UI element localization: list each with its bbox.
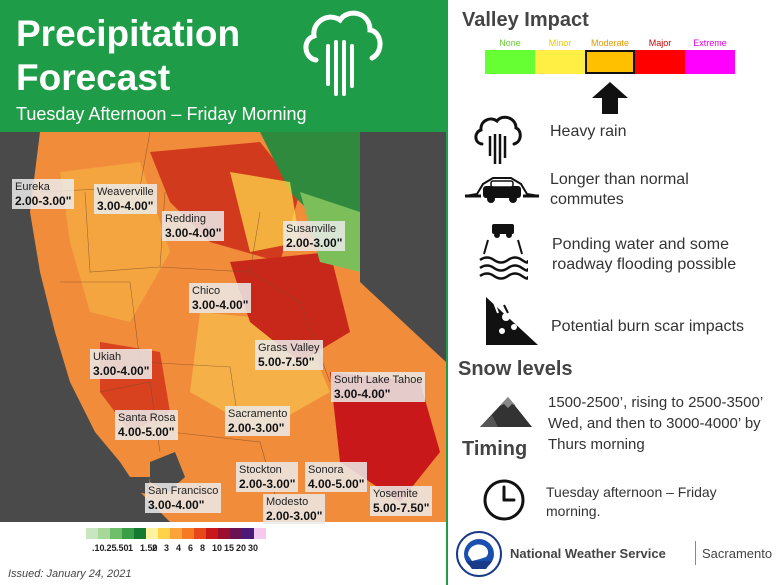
legend-swatch bbox=[86, 528, 98, 539]
legend-tick-label: 1.50 bbox=[140, 543, 158, 553]
legend-tick-label: 4 bbox=[176, 543, 182, 553]
scale-label-major: Major bbox=[648, 38, 672, 48]
impact-segment-major bbox=[635, 50, 685, 74]
city-label-ukiah: Ukiah 3.00-4.00" bbox=[90, 349, 153, 379]
impact-text-burn-scar: Potential burn scar impacts bbox=[551, 318, 744, 335]
legend-swatch bbox=[110, 528, 122, 539]
city-label-susanville: Susanville 2.00-3.00" bbox=[283, 221, 346, 251]
city-label-sacramento: Sacramento 2.00-3.00" bbox=[225, 406, 291, 436]
legend-tick-label: 3 bbox=[164, 543, 170, 553]
legend-tick-label: 10 bbox=[212, 543, 223, 553]
footer-separator bbox=[695, 541, 696, 565]
legend-tick-label: 30 bbox=[248, 543, 259, 553]
scale-label-none: None bbox=[499, 38, 521, 48]
up-arrow-icon bbox=[592, 82, 628, 114]
timing-title: Timing bbox=[462, 438, 528, 460]
issued-date: Issued: January 24, 2021 bbox=[8, 568, 132, 580]
panel-divider bbox=[446, 0, 448, 585]
impact-segment-extreme bbox=[685, 50, 735, 74]
legend-swatch bbox=[134, 528, 146, 539]
legend-swatch bbox=[206, 528, 218, 539]
mountain-snow-icon bbox=[480, 397, 532, 427]
legend-swatch bbox=[230, 528, 242, 539]
city-label-stockton: Stockton 2.00-3.00" bbox=[236, 462, 299, 492]
burn-scar-icon bbox=[486, 296, 538, 345]
city-label-sonora: Sonora 4.00-5.00" bbox=[305, 462, 368, 492]
legend-swatch bbox=[98, 528, 110, 539]
city-label-south-lake-tahoe: South Lake Tahoe 3.00-4.00" bbox=[331, 372, 426, 402]
legend-swatch bbox=[242, 528, 254, 539]
impact-scale bbox=[485, 50, 735, 74]
flooded-road-icon bbox=[479, 224, 528, 280]
legend-swatch bbox=[170, 528, 182, 539]
valley-impact-title: Valley Impact bbox=[462, 9, 589, 31]
legend-swatch bbox=[254, 528, 266, 539]
legend-tick-label: 8 bbox=[200, 543, 206, 553]
legend-swatch bbox=[146, 528, 158, 539]
heavy-rain-icon bbox=[474, 115, 522, 164]
snow-levels-title: Snow levels bbox=[458, 358, 573, 380]
legend-swatch bbox=[218, 528, 230, 539]
timing-text: Tuesday afternoon – Friday morning. bbox=[546, 484, 717, 519]
title-line-1: Precipitation bbox=[16, 13, 241, 54]
impact-text-commutes: Longer than normal commutes bbox=[550, 171, 689, 208]
nws-office-name: Sacramento bbox=[702, 546, 773, 561]
city-label-grass-valley: Grass Valley 5.00-7.50" bbox=[255, 340, 323, 370]
city-label-san-francisco: San Francisco 3.00-4.00" bbox=[145, 483, 222, 513]
scale-label-minor: Minor bbox=[548, 38, 572, 48]
forecast-header: Precipitation Forecast Tuesday Afternoon… bbox=[0, 0, 446, 132]
legend-swatch bbox=[122, 528, 134, 539]
snow-levels-text: 1500-2500’, rising to 2500-3500’ Wed, an… bbox=[548, 394, 763, 453]
legend-tick-label: .10 bbox=[92, 543, 105, 553]
clock-icon bbox=[483, 479, 525, 521]
legend-tick-label: 20 bbox=[236, 543, 247, 553]
legend-tick-label: 15 bbox=[224, 543, 235, 553]
precipitation-map: Eureka 2.00-3.00" Weaverville 3.00-4.00"… bbox=[0, 132, 446, 524]
page-title: Precipitation Forecast bbox=[16, 12, 240, 100]
impact-segment-moderate bbox=[585, 50, 635, 74]
nws-logo-icon bbox=[456, 531, 502, 577]
city-label-weaverville: Weaverville 3.00-4.00" bbox=[94, 184, 157, 214]
city-label-chico: Chico 3.00-4.00" bbox=[189, 283, 252, 313]
title-line-2: Forecast bbox=[16, 57, 171, 98]
scale-label-moderate: Moderate bbox=[590, 38, 630, 48]
nws-agency-name: National Weather Service bbox=[510, 546, 666, 561]
impact-text-flooding: Ponding water and some roadway flooding … bbox=[552, 236, 737, 273]
city-label-santa-rosa: Santa Rosa 4.00-5.00" bbox=[115, 410, 179, 440]
legend-tick-label: 2 bbox=[152, 543, 158, 553]
rain-cloud-icon bbox=[303, 10, 383, 96]
impact-text-heavy-rain: Heavy rain bbox=[550, 123, 627, 140]
legend-swatch bbox=[182, 528, 194, 539]
legend-tick-label: .50 bbox=[116, 543, 129, 553]
legend-tick-label: 1 bbox=[128, 543, 134, 553]
scale-label-extreme: Extreme bbox=[693, 38, 727, 48]
impact-segment-none bbox=[485, 50, 535, 74]
impact-segment-minor bbox=[535, 50, 585, 74]
city-label-modesto: Modesto 2.00-3.00" bbox=[263, 494, 326, 524]
legend-tick-label: 6 bbox=[188, 543, 194, 553]
forecast-period: Tuesday Afternoon – Friday Morning bbox=[16, 104, 307, 124]
legend-swatch bbox=[158, 528, 170, 539]
legend-swatch bbox=[194, 528, 206, 539]
city-label-yosemite: Yosemite 5.00-7.50" bbox=[370, 486, 433, 516]
city-label-eureka: Eureka 2.00-3.00" bbox=[12, 179, 75, 209]
city-label-redding: Redding 3.00-4.00" bbox=[162, 211, 225, 241]
car-commute-icon bbox=[464, 177, 540, 203]
legend-tick-label: .25 bbox=[104, 543, 117, 553]
